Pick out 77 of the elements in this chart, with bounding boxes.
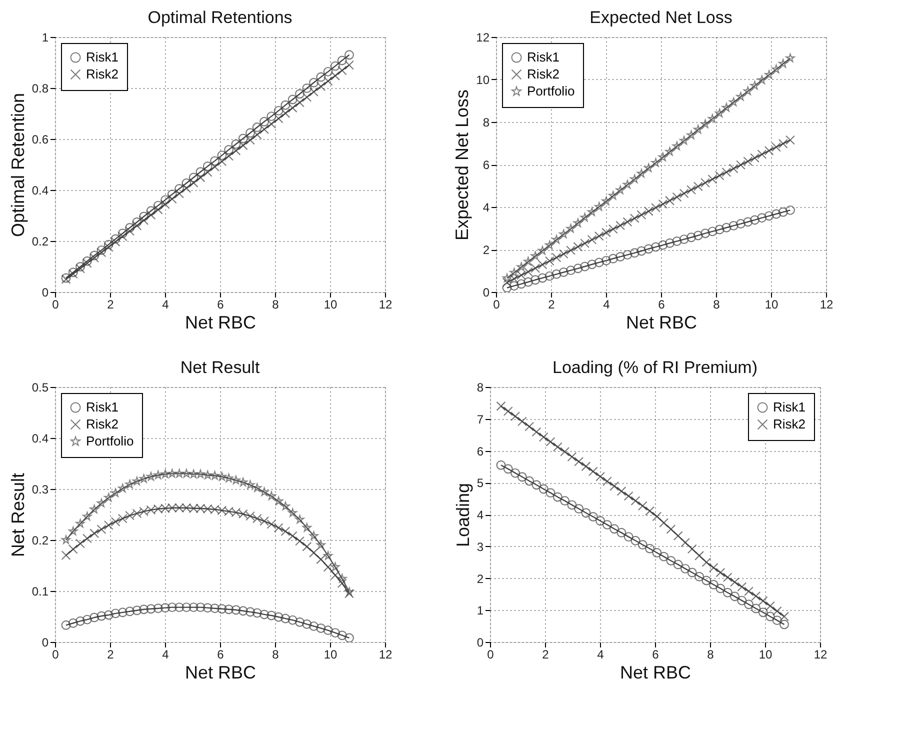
legend-label: Risk2 [773,416,806,432]
x-tick-label: 0 [493,298,500,312]
x-tick-label: 10 [324,648,338,662]
y-tick-label: 2 [476,572,484,586]
y-tick-label: 6 [476,444,484,458]
y-tick-label: 0 [476,636,484,650]
y-tick-label: 0.1 [32,584,49,598]
y-tick-label: 0.8 [32,82,49,96]
y-axis-title: Expected Net Loss [452,89,472,241]
x-axis-title: Net RBC [184,662,256,682]
y-tick-label: 0 [42,636,49,650]
y-tick-label: 12 [476,30,490,44]
legend-label: Risk1 [86,400,119,414]
y-tick-label: 0.4 [32,432,49,446]
legend-label: Risk2 [86,66,119,82]
x-tick-label: 0 [52,298,60,312]
y-tick-label: 4 [476,508,484,522]
x-tick-label: 2 [542,648,550,662]
x-tick-label: 10 [758,648,772,662]
x-axis-title: Net RBC [620,662,692,682]
y-axis-title: Net Result [8,472,28,558]
legend-label: Risk1 [527,50,560,64]
x-axis-title: Net RBC [626,312,698,332]
y-tick-label: 3 [476,540,484,554]
x-tick-label: 2 [107,648,114,662]
chart-title: Net Result [180,358,260,377]
x-tick-label: 4 [603,298,610,312]
chart-title: Loading (% of RI Premium) [552,358,758,377]
y-tick-label: 0.2 [32,234,49,248]
y-tick-label: 0.4 [32,184,49,198]
y-tick-label: 0 [42,286,49,300]
y-tick-label: 0.2 [32,534,49,548]
x-tick-label: 10 [324,298,338,312]
y-tick-label: 1 [42,30,49,44]
y-tick-label: 5 [476,476,484,490]
x-tick-label: 6 [217,298,224,312]
legend-label: Portfolio [86,434,134,448]
y-tick-label: 0.6 [32,132,49,146]
x-tick-label: 12 [820,298,834,312]
y-tick-label: 0.3 [32,482,49,496]
x-tick-label: 4 [162,648,170,662]
x-tick-label: 12 [814,648,828,662]
y-tick-label: 7 [476,412,484,426]
x-tick-label: 2 [107,298,114,312]
x-tick-label: 8 [713,298,720,312]
x-tick-label: 8 [272,648,280,662]
y-tick-label: 2 [482,243,490,257]
y-tick-label: 10 [476,73,490,87]
y-tick-label: 6 [482,158,490,172]
chart-title: Expected Net Loss [590,8,732,27]
legend-label: Risk1 [773,400,806,414]
y-tick-label: 8 [482,116,490,130]
x-axis-title: Net RBC [184,312,256,332]
x-tick-label: 2 [548,298,556,312]
legend-label: Risk2 [527,66,560,82]
x-tick-label: 10 [764,298,778,312]
y-tick-label: 0.5 [32,380,49,394]
x-tick-label: 6 [652,648,660,662]
y-axis-title: Optimal Retention [8,92,28,238]
legend-label: Risk2 [86,416,119,432]
x-tick-label: 12 [378,298,392,312]
x-tick-label: 0 [52,648,60,662]
x-tick-label: 8 [707,648,714,662]
y-axis-title: Loading [452,482,473,548]
legend-label: Risk1 [86,50,119,64]
y-tick-label: 0 [482,286,490,300]
y-tick-label: 8 [476,380,484,394]
x-tick-label: 6 [217,648,224,662]
y-tick-label: 1 [476,604,484,618]
x-tick-label: 6 [658,298,666,312]
chart-title: Optimal Retentions [148,8,292,27]
y-tick-label: 4 [482,200,490,214]
x-tick-label: 12 [378,648,392,662]
legend-label: Portfolio [527,84,575,98]
x-tick-label: 4 [597,648,604,662]
x-tick-label: 4 [162,298,170,312]
x-tick-label: 8 [272,298,280,312]
